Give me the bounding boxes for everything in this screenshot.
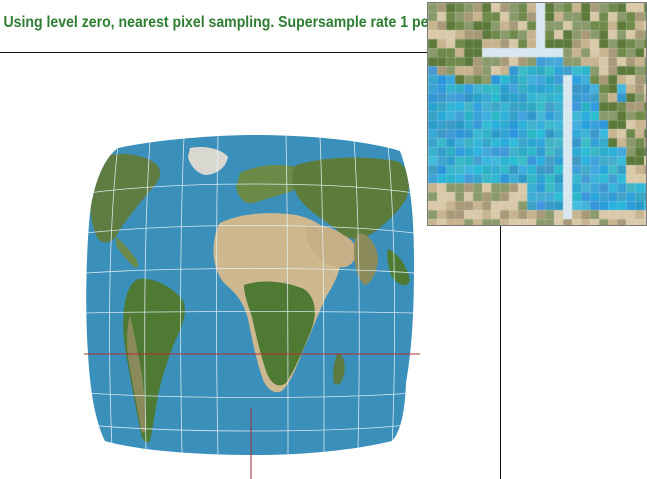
pixel-zoom-canvas <box>428 3 646 225</box>
north-america <box>90 153 161 243</box>
middle-east <box>305 224 357 268</box>
central-america <box>116 237 139 268</box>
india <box>354 233 378 285</box>
africa-tropics <box>244 281 315 386</box>
zoom-inset[interactable] <box>427 2 647 226</box>
graticule <box>86 135 414 455</box>
madagascar <box>333 353 345 385</box>
globe-map <box>84 135 420 479</box>
southeast-asia <box>387 249 410 286</box>
render-viewport[interactable] <box>0 52 501 479</box>
page-title: 00. Using level zero, nearest pixel samp… <box>0 14 470 31</box>
andes-shade <box>127 315 146 433</box>
